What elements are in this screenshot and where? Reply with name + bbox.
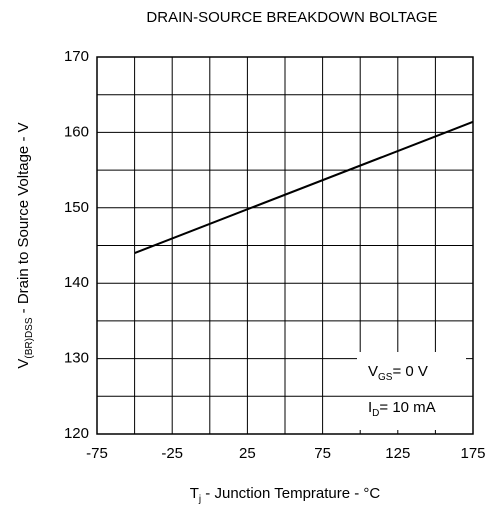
x-tick-label: -25: [161, 445, 183, 462]
x-axis-label: Tj - Junction Temprature - °C: [190, 485, 381, 505]
annotation-rest: = 10 mA: [379, 399, 435, 416]
y-tick-label: 140: [64, 274, 89, 291]
y-tick-label: 160: [64, 123, 89, 140]
y-tick-label: 150: [64, 199, 89, 216]
annotation-sub: D: [372, 408, 379, 419]
annotation: VGS= 0 V: [368, 363, 428, 383]
plot-frame: [96, 56, 474, 435]
annotation-main: I: [368, 399, 372, 416]
y-axis-label: V(BR)DSS - Drain to Source Voltage - V: [15, 122, 35, 368]
x-tick-label: 125: [385, 445, 410, 462]
annotation-main: V: [368, 363, 378, 380]
x-axis-label-rest: - Junction Temprature - °C: [201, 485, 380, 502]
line-series: [134, 120, 474, 254]
y-axis-label-sub: (BR)DSS: [24, 317, 35, 358]
annotation-box: [357, 352, 466, 430]
y-tick-label: 170: [64, 48, 89, 65]
y-axis-label-rest: - Drain to Source Voltage - V: [15, 122, 32, 317]
x-tick-label: 75: [314, 445, 331, 462]
y-tick-label: 120: [64, 425, 89, 442]
x-axis-label-main: T: [190, 485, 199, 502]
y-axis-label-main: V: [15, 359, 32, 369]
annotation-sub: GS: [378, 372, 393, 383]
y-tick-label: 130: [64, 350, 89, 367]
chart-title: DRAIN-SOURCE BREAKDOWN BOLTAGE: [146, 9, 437, 26]
annotation: ID= 10 mA: [368, 399, 436, 419]
x-tick-label: 25: [239, 445, 256, 462]
annotation-rest: = 0 V: [392, 363, 427, 380]
x-tick-label: 175: [460, 445, 485, 462]
x-axis-label-sub: j: [198, 494, 201, 505]
x-tick-label: -75: [86, 445, 108, 462]
